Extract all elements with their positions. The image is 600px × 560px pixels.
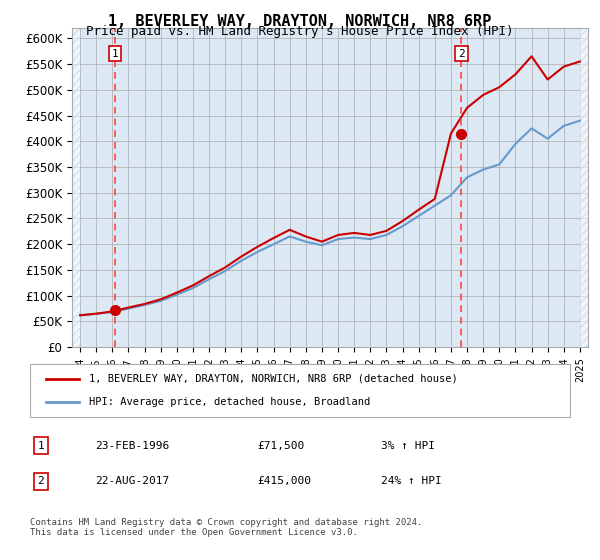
Text: 1, BEVERLEY WAY, DRAYTON, NORWICH, NR8 6RP (detached house): 1, BEVERLEY WAY, DRAYTON, NORWICH, NR8 6… — [89, 374, 458, 384]
Text: 1: 1 — [37, 441, 44, 451]
Text: Price paid vs. HM Land Registry's House Price Index (HPI): Price paid vs. HM Land Registry's House … — [86, 25, 514, 38]
Text: 22-AUG-2017: 22-AUG-2017 — [95, 476, 169, 486]
Text: 1, BEVERLEY WAY, DRAYTON, NORWICH, NR8 6RP: 1, BEVERLEY WAY, DRAYTON, NORWICH, NR8 6… — [109, 14, 491, 29]
Text: £71,500: £71,500 — [257, 441, 304, 451]
Text: £415,000: £415,000 — [257, 476, 311, 486]
Text: 24% ↑ HPI: 24% ↑ HPI — [381, 476, 442, 486]
Text: 23-FEB-1996: 23-FEB-1996 — [95, 441, 169, 451]
Text: Contains HM Land Registry data © Crown copyright and database right 2024.
This d: Contains HM Land Registry data © Crown c… — [30, 518, 422, 538]
Text: 1: 1 — [112, 49, 118, 59]
Text: 2: 2 — [37, 476, 44, 486]
Text: 2: 2 — [458, 49, 465, 59]
Text: HPI: Average price, detached house, Broadland: HPI: Average price, detached house, Broa… — [89, 397, 371, 407]
Text: 3% ↑ HPI: 3% ↑ HPI — [381, 441, 435, 451]
FancyBboxPatch shape — [30, 364, 570, 417]
